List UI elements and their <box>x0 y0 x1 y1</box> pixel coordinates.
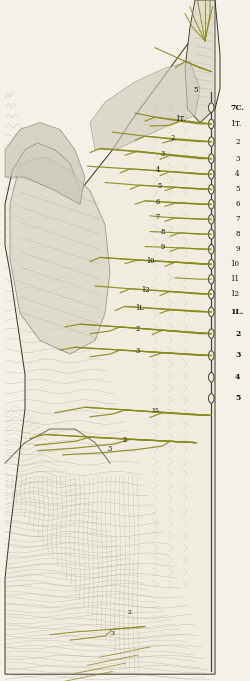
Ellipse shape <box>208 274 214 284</box>
Text: 2: 2 <box>235 330 240 338</box>
Ellipse shape <box>208 289 214 299</box>
Text: 4: 4 <box>235 170 240 178</box>
Text: 3: 3 <box>235 155 240 163</box>
Ellipse shape <box>208 394 214 403</box>
Text: 10: 10 <box>230 260 239 268</box>
Text: 7: 7 <box>156 212 160 221</box>
Ellipse shape <box>208 154 214 163</box>
Text: 1L: 1L <box>136 304 144 313</box>
Polygon shape <box>10 157 110 354</box>
Text: 15: 15 <box>151 408 159 413</box>
Text: 1T.: 1T. <box>175 115 185 123</box>
Text: 4: 4 <box>155 166 160 174</box>
Text: 5: 5 <box>235 185 240 193</box>
Text: 11: 11 <box>230 275 239 283</box>
Text: 2: 2 <box>128 610 132 616</box>
Text: 2: 2 <box>170 133 174 142</box>
Text: 5: 5 <box>194 86 198 94</box>
Text: 2: 2 <box>123 436 127 444</box>
Text: 3: 3 <box>160 150 164 158</box>
Ellipse shape <box>208 329 214 338</box>
Polygon shape <box>90 61 200 150</box>
Text: 3: 3 <box>110 631 114 636</box>
Text: 1L.: 1L. <box>230 308 243 316</box>
Text: 3: 3 <box>136 347 140 355</box>
Text: 12: 12 <box>141 286 149 294</box>
Text: 7C.: 7C. <box>230 104 244 112</box>
Ellipse shape <box>208 307 214 317</box>
Text: 12: 12 <box>230 290 239 298</box>
Text: 2: 2 <box>136 325 140 333</box>
Polygon shape <box>185 0 215 123</box>
Text: 6: 6 <box>156 197 160 206</box>
Ellipse shape <box>208 229 214 239</box>
Polygon shape <box>5 123 85 204</box>
Text: 1T.: 1T. <box>230 120 241 128</box>
Ellipse shape <box>208 244 214 254</box>
Text: 10: 10 <box>146 257 154 265</box>
Ellipse shape <box>208 119 214 129</box>
Text: 5: 5 <box>158 182 162 190</box>
Text: 5: 5 <box>235 394 240 402</box>
Text: 9: 9 <box>235 245 240 253</box>
Text: 3: 3 <box>108 445 112 454</box>
Ellipse shape <box>208 170 214 179</box>
Text: 8: 8 <box>235 230 240 238</box>
Ellipse shape <box>208 215 214 224</box>
Ellipse shape <box>208 137 214 146</box>
Text: 7: 7 <box>235 215 240 223</box>
Text: 4: 4 <box>235 373 240 381</box>
Text: 6: 6 <box>235 200 240 208</box>
Polygon shape <box>5 0 220 674</box>
Ellipse shape <box>208 373 214 382</box>
Ellipse shape <box>208 200 214 209</box>
Ellipse shape <box>208 185 214 194</box>
Ellipse shape <box>208 103 214 112</box>
Ellipse shape <box>208 259 214 269</box>
Text: 9: 9 <box>160 242 164 251</box>
Text: 2: 2 <box>235 138 240 146</box>
Text: 3: 3 <box>235 351 240 360</box>
Text: 8: 8 <box>160 227 164 236</box>
Ellipse shape <box>208 351 214 360</box>
